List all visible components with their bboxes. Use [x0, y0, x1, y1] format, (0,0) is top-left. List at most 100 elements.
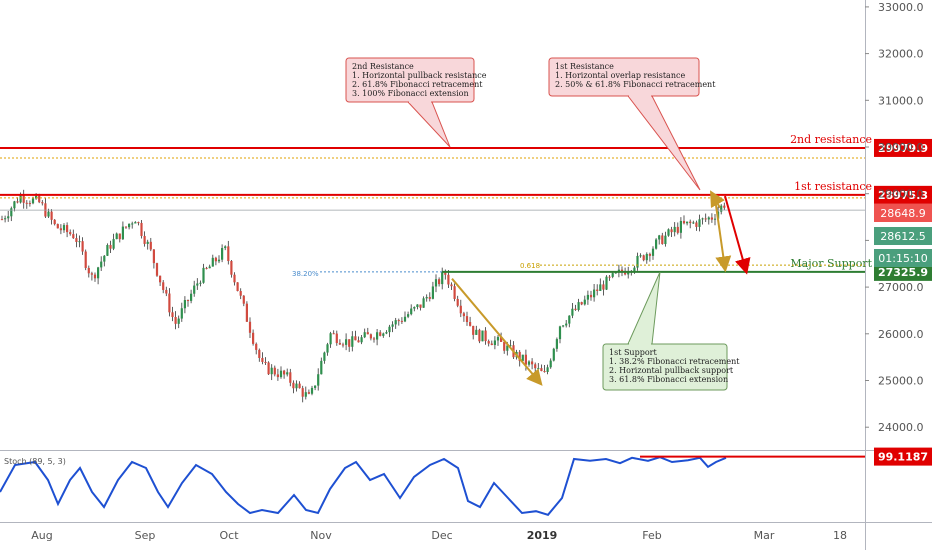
candle-body	[524, 354, 527, 365]
candle-body	[310, 387, 314, 394]
candle-body	[642, 255, 645, 261]
time-axis[interactable]: Aug Sep Oct Nov Dec 2019 Feb Mar 18	[31, 529, 847, 542]
candle-body	[410, 308, 413, 315]
stoch-line	[0, 456, 727, 516]
candle-body	[335, 333, 338, 344]
candle-body	[155, 263, 159, 276]
candle-body	[450, 284, 453, 287]
time-tick-label: Oct	[219, 529, 239, 542]
candle-body	[394, 320, 397, 325]
candle-body	[686, 221, 689, 224]
level-value-text: 29979.9	[878, 142, 928, 155]
candle-body	[69, 232, 72, 235]
candle-body	[354, 336, 357, 341]
candle-body	[493, 340, 496, 346]
callout-line: 2. 50% & 61.8% Fibonacci retracement	[555, 80, 716, 89]
candle-body	[41, 202, 44, 204]
callout-join	[629, 342, 651, 345]
candle-body	[84, 251, 87, 268]
candle-body	[376, 332, 379, 340]
level-label: 1st resistance	[794, 180, 872, 193]
price-tag-text: 28648.9	[880, 207, 926, 220]
candle-body	[481, 330, 484, 342]
candle-body	[431, 286, 434, 299]
candle-body	[338, 343, 341, 345]
candle-body	[357, 340, 360, 343]
candle-body	[78, 241, 81, 243]
candle-body	[183, 300, 186, 309]
candle-body	[701, 218, 704, 220]
candle-body	[422, 298, 425, 308]
candle-body	[267, 362, 270, 375]
candle-body	[190, 293, 193, 301]
candle-body	[710, 217, 713, 220]
candle-body	[679, 220, 682, 233]
candle-body	[388, 326, 391, 333]
candle-body	[168, 293, 171, 313]
levels: 2nd resistance 29979.9 1st resistance 28975…	[0, 133, 932, 281]
candle-body	[537, 368, 540, 370]
time-tick-label: 2019	[527, 529, 558, 542]
fib-label-left: 38.20%	[292, 270, 319, 278]
candle-body	[292, 382, 295, 389]
candle-body	[199, 282, 202, 284]
candle-body	[171, 312, 174, 318]
callout-line: 1. 38.2% Fibonacci retracement	[609, 357, 740, 366]
candle-body	[118, 233, 121, 240]
candle-body	[53, 219, 56, 225]
candle-body	[682, 220, 686, 224]
candle-body	[562, 325, 565, 327]
candle-body	[186, 300, 190, 302]
candle-body	[692, 222, 695, 224]
candle-body	[301, 388, 304, 397]
candle-body	[245, 303, 248, 322]
candle-body	[571, 308, 574, 316]
candle-body	[177, 318, 180, 324]
callout-box	[548, 57, 700, 97]
candle-body	[651, 248, 655, 256]
candle-body	[106, 244, 109, 256]
candle-body	[704, 218, 707, 220]
price-tick-label: 24000.0	[878, 421, 924, 434]
candle-body	[242, 295, 245, 304]
drawings	[451, 190, 751, 386]
candle-body	[506, 345, 509, 351]
candle-body	[174, 317, 177, 324]
indicator-label: Stoch (89, 5, 3)	[4, 457, 66, 466]
candle-body	[87, 267, 90, 274]
candle-body	[248, 321, 252, 333]
candle-body	[425, 297, 428, 299]
price-tick-label: 27000.0	[878, 281, 924, 294]
candle-body	[453, 286, 456, 299]
candle-body	[211, 257, 214, 267]
candle-body	[227, 246, 230, 262]
candle-body	[568, 315, 571, 324]
candle-body	[596, 289, 599, 291]
candle-body	[689, 221, 692, 224]
candle-body	[589, 294, 593, 298]
indicator-pane[interactable]	[0, 451, 865, 522]
retrace-arrow	[710, 190, 725, 209]
candle-body	[540, 368, 543, 372]
candle-body	[500, 336, 503, 342]
candle-body	[103, 255, 106, 262]
candle-body	[72, 234, 75, 239]
candle-body	[658, 235, 661, 240]
candle-body	[698, 219, 701, 227]
candle-body	[38, 195, 41, 203]
level-value-text: 28975.3	[878, 189, 928, 202]
candle-body	[258, 349, 261, 358]
candle-body	[416, 304, 419, 308]
candle-body	[279, 370, 283, 378]
callout-join	[629, 94, 651, 97]
candle-body	[221, 248, 224, 260]
candle-body	[577, 302, 580, 310]
level-value-tag	[874, 262, 932, 281]
fib-label-right: 0.618	[520, 262, 540, 270]
candle-body	[236, 282, 239, 292]
candle-body	[720, 205, 723, 212]
callout-line: 1. Horizontal overlap resistance	[555, 71, 685, 80]
